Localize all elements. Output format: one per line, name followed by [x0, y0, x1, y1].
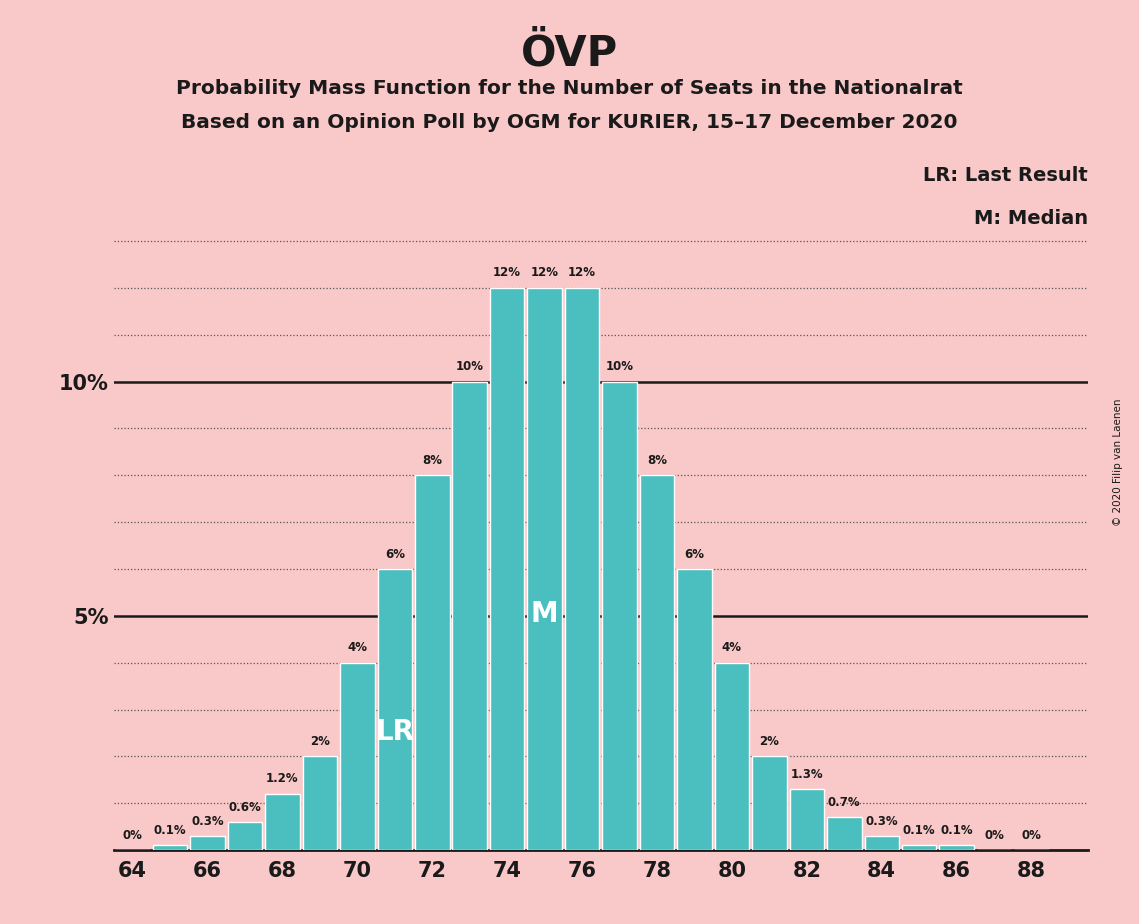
Bar	[527, 288, 562, 850]
Text: 8%: 8%	[423, 454, 442, 467]
Bar	[603, 382, 637, 850]
Text: 0.6%: 0.6%	[229, 800, 261, 813]
Bar	[490, 288, 524, 850]
Text: 0%: 0%	[1022, 829, 1041, 842]
Bar	[827, 818, 861, 850]
Bar	[789, 789, 823, 850]
Bar	[565, 288, 599, 850]
Text: 12%: 12%	[568, 266, 596, 279]
Bar	[640, 475, 674, 850]
Text: LR: Last Result: LR: Last Result	[923, 165, 1088, 185]
Text: 0.1%: 0.1%	[903, 824, 935, 837]
Text: © 2020 Filip van Laenen: © 2020 Filip van Laenen	[1114, 398, 1123, 526]
Text: 0%: 0%	[123, 829, 142, 842]
Text: 10%: 10%	[606, 360, 633, 373]
Text: 10%: 10%	[456, 360, 484, 373]
Text: 0.1%: 0.1%	[154, 824, 187, 837]
Text: LR: LR	[376, 718, 415, 746]
Text: 12%: 12%	[531, 266, 558, 279]
Text: 4%: 4%	[722, 641, 741, 654]
Bar	[265, 794, 300, 850]
Text: 4%: 4%	[347, 641, 368, 654]
Text: Based on an Opinion Poll by OGM for KURIER, 15–17 December 2020: Based on an Opinion Poll by OGM for KURI…	[181, 113, 958, 132]
Text: M: M	[531, 600, 558, 628]
Text: 0.3%: 0.3%	[866, 815, 898, 828]
Bar	[452, 382, 487, 850]
Text: ÖVP: ÖVP	[521, 32, 618, 74]
Text: 2%: 2%	[310, 735, 330, 748]
Text: 0.7%: 0.7%	[828, 796, 861, 808]
Bar	[341, 663, 375, 850]
Text: 8%: 8%	[647, 454, 667, 467]
Bar	[678, 569, 712, 850]
Text: 12%: 12%	[493, 266, 522, 279]
Bar	[902, 845, 936, 850]
Text: 0.1%: 0.1%	[941, 824, 973, 837]
Bar	[378, 569, 412, 850]
Bar	[714, 663, 749, 850]
Bar	[415, 475, 450, 850]
Bar	[865, 836, 899, 850]
Text: 1.3%: 1.3%	[790, 768, 823, 781]
Text: 0%: 0%	[984, 829, 1005, 842]
Text: Probability Mass Function for the Number of Seats in the Nationalrat: Probability Mass Function for the Number…	[177, 79, 962, 98]
Bar	[190, 836, 224, 850]
Bar	[303, 757, 337, 850]
Bar	[940, 845, 974, 850]
Text: M: Median: M: Median	[974, 209, 1088, 228]
Text: 2%: 2%	[760, 735, 779, 748]
Text: 1.2%: 1.2%	[267, 772, 298, 785]
Text: 0.3%: 0.3%	[191, 815, 224, 828]
Bar	[228, 822, 262, 850]
Bar	[153, 845, 187, 850]
Text: 6%: 6%	[685, 548, 704, 561]
Bar	[752, 757, 787, 850]
Text: 6%: 6%	[385, 548, 404, 561]
